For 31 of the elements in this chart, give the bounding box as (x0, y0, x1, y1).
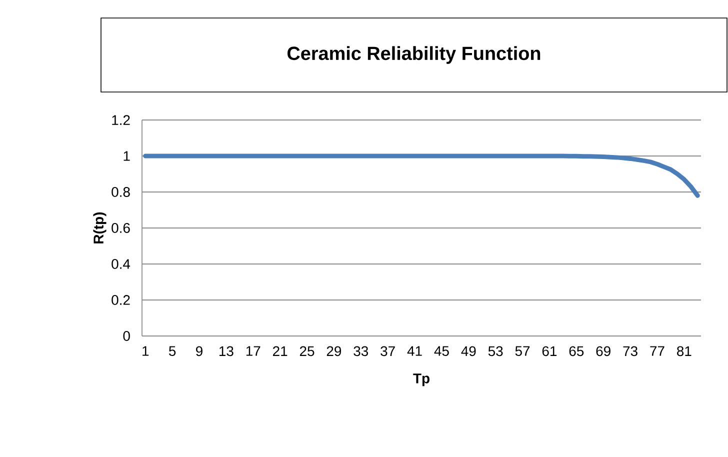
x-tick-label: 37 (380, 346, 395, 356)
x-tick-label: 25 (300, 346, 314, 356)
x-tick-label: 69 (596, 346, 610, 356)
x-tick-label: 1 (142, 346, 149, 356)
x-tick-label: 45 (434, 346, 449, 356)
x-tick-label: 9 (196, 346, 202, 356)
x-tick-label: 13 (219, 346, 234, 356)
x-tick-label: 21 (273, 346, 288, 356)
y-tick-label: 1.2 (112, 115, 130, 125)
y-tick-label: 0 (123, 331, 130, 341)
x-tick-label: 29 (326, 346, 342, 356)
x-tick-label: 65 (569, 346, 584, 356)
y-tick-label: 0.4 (112, 259, 130, 269)
y-tick-label: 1 (124, 151, 130, 161)
x-axis-title: Tp (413, 374, 430, 386)
x-tick-label: 73 (623, 346, 638, 356)
x-tick-label: 17 (246, 346, 260, 356)
y-tick-label: 0.8 (112, 187, 130, 197)
chart-title: Ceramic Reliability Function (288, 46, 540, 64)
x-tick-label: 33 (354, 346, 368, 356)
x-tick-label: 41 (407, 346, 422, 356)
y-tick-label: 0.6 (112, 223, 130, 233)
x-tick-label: 77 (650, 346, 664, 356)
x-tick-label: 61 (542, 346, 557, 356)
y-axis-title: R(tp) (93, 212, 106, 244)
x-tick-label: 53 (488, 346, 503, 356)
x-tick-label: 57 (515, 346, 530, 356)
x-tick-label: 5 (168, 346, 176, 356)
x-tick-label: 81 (677, 346, 692, 356)
y-tick-label: 0.2 (112, 295, 130, 305)
x-tick-label: 49 (461, 346, 476, 356)
